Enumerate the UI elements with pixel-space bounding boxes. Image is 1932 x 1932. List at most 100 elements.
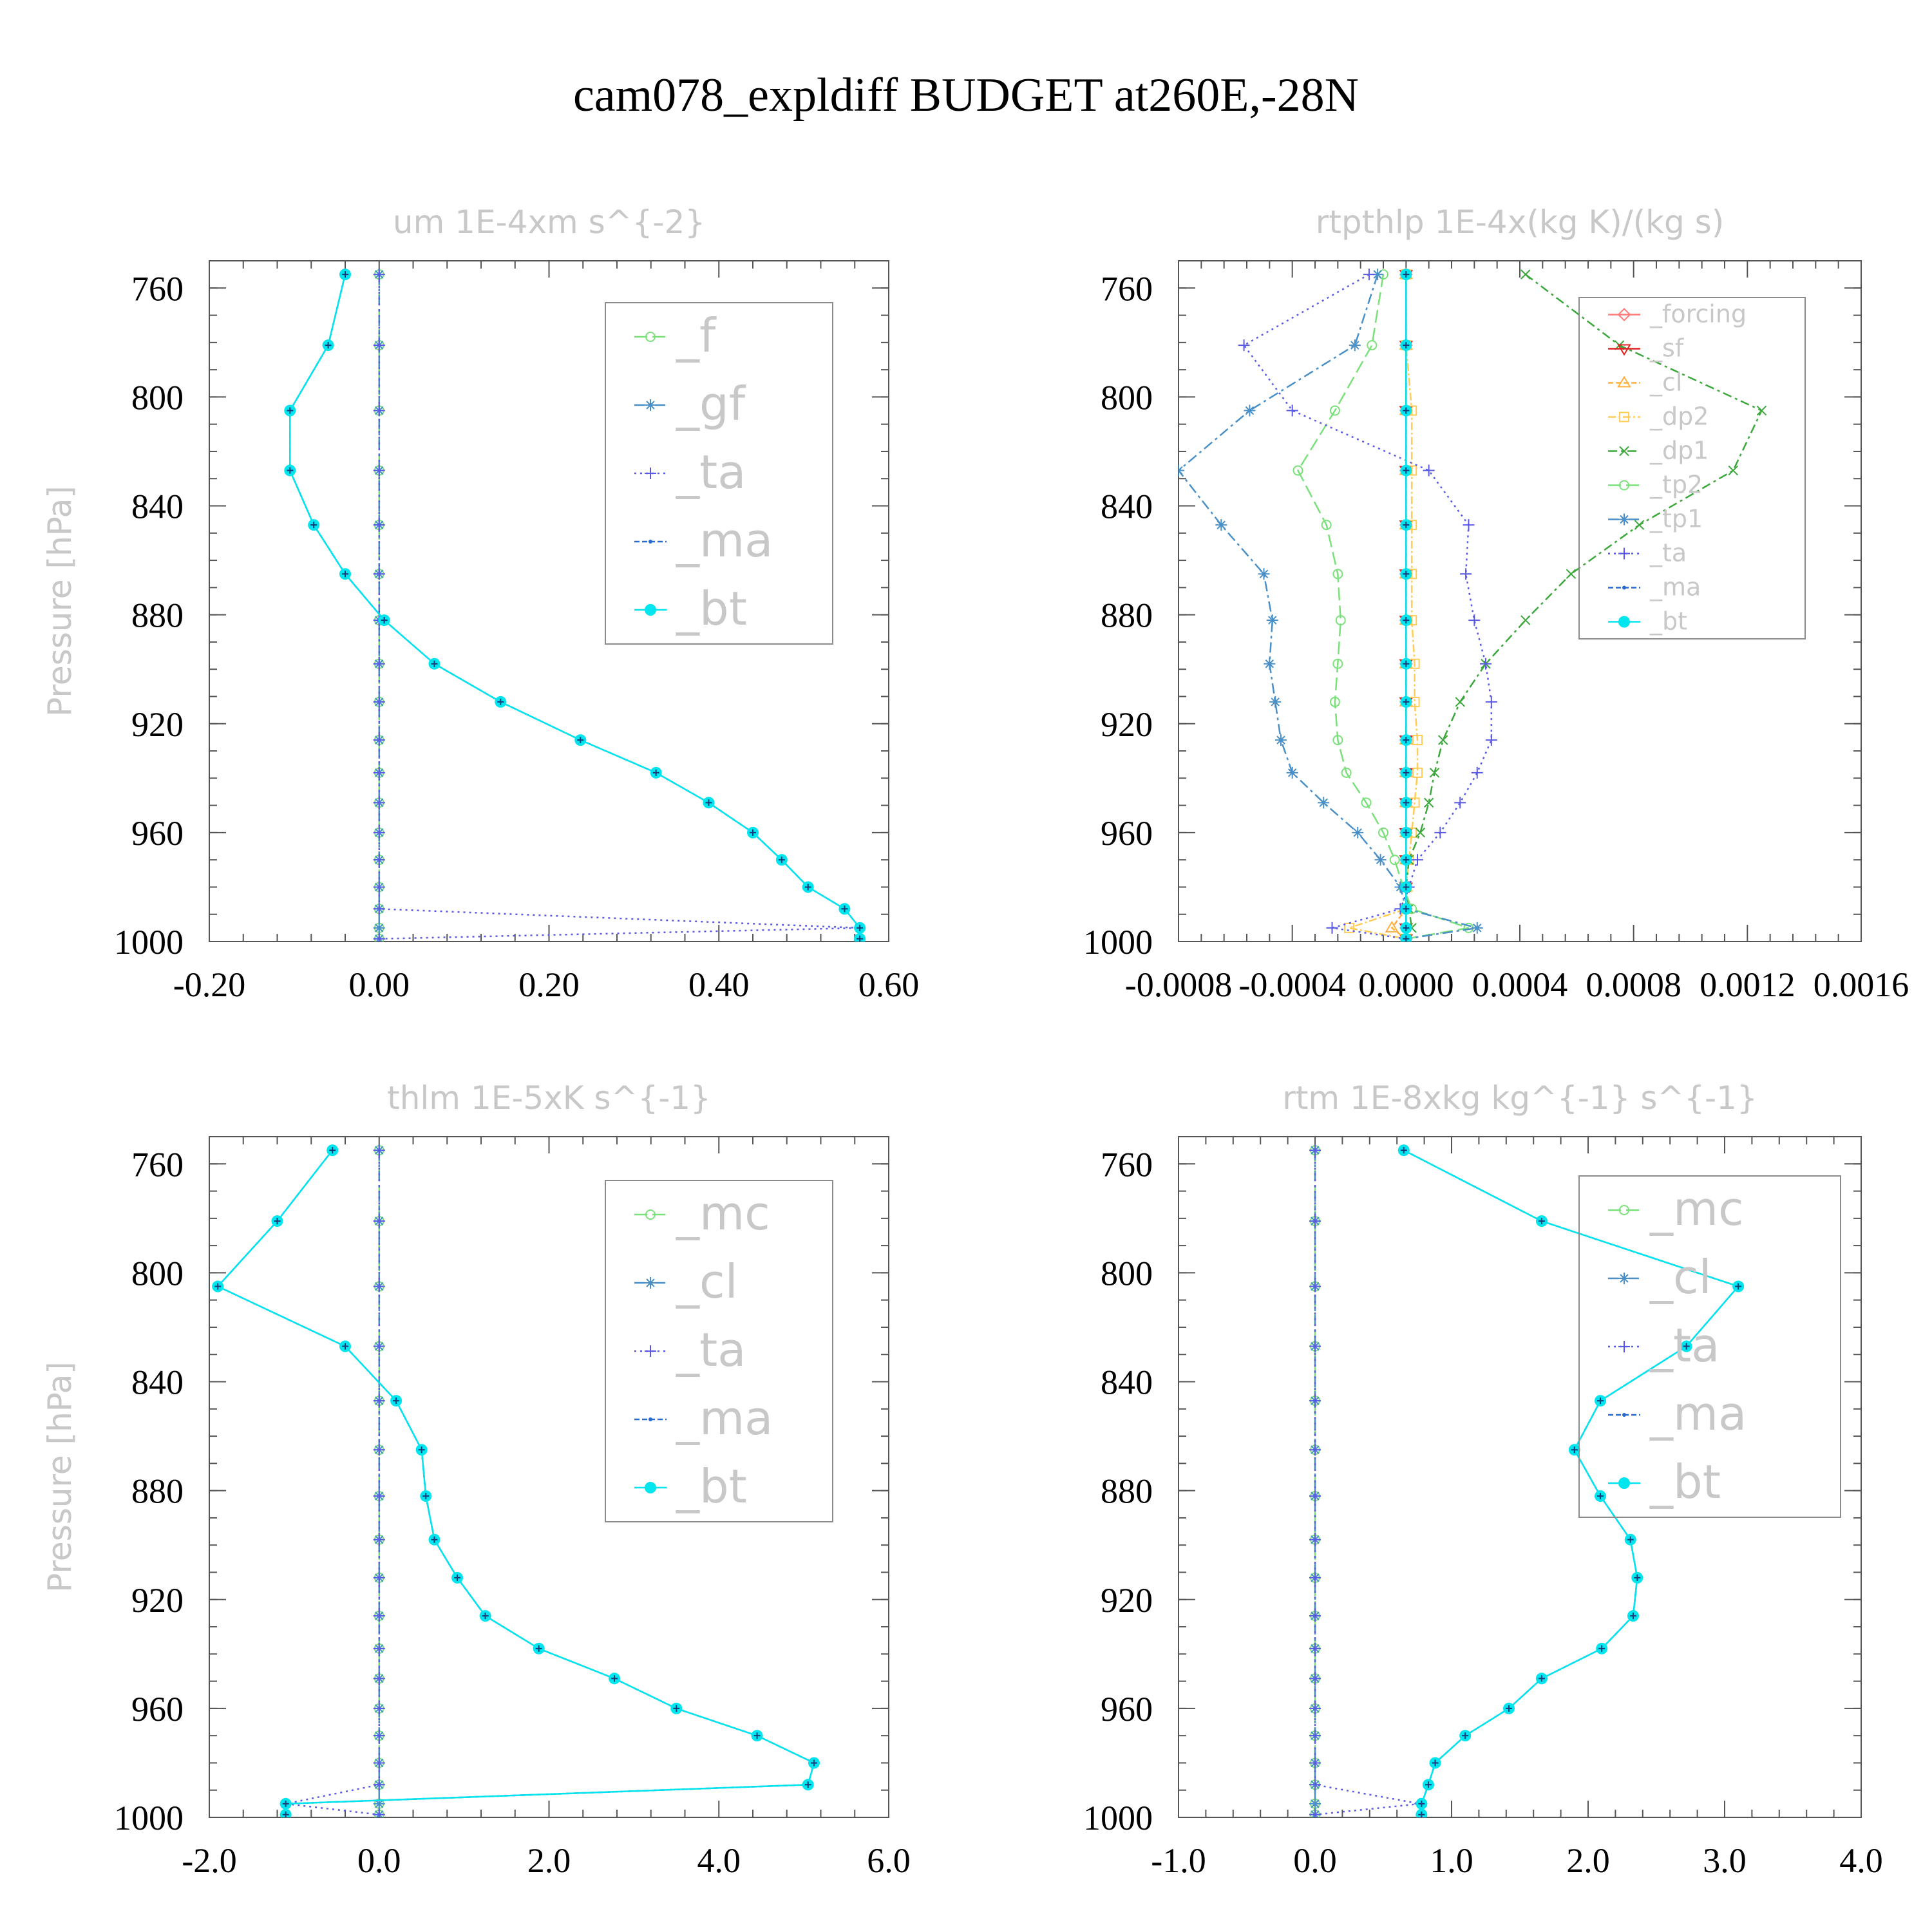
x-tick-label: 0.00 (349, 965, 410, 1004)
legend-label: _cl (676, 1255, 738, 1309)
series-point-ta (373, 903, 385, 915)
y-tick-label: 960 (1101, 814, 1153, 853)
series-point-overlay (778, 857, 785, 864)
series-point-tp2 (1335, 615, 1346, 626)
series-point-overlay (1403, 884, 1410, 891)
series-point-overlay (1403, 698, 1410, 705)
series-point-gf (373, 922, 385, 934)
series-point-overlay (1627, 1536, 1634, 1543)
legend-label: _forcing (1649, 300, 1747, 328)
series-point-overlay (857, 935, 864, 942)
y-axis-label: Pressure [hPa] (41, 1361, 79, 1593)
y-tick-label: 760 (1101, 269, 1153, 308)
panel-4: rtm 1E-8xkg kg^{-1} s^{-1} Pressure [hPa]… (41, 1079, 1883, 1880)
series-point-ta (373, 826, 385, 838)
series-point-overlay (325, 342, 332, 349)
panel-1: um 1E-4xm s^{-2} Pressure [hPa] 760 800 840 8… (41, 204, 919, 1004)
series-point-ta (373, 881, 385, 893)
series-point-ta (1434, 826, 1446, 838)
plot-frame (209, 1136, 889, 1818)
legend-label: _bt (676, 1459, 747, 1513)
x-tick-label: 4.0 (1839, 1841, 1883, 1880)
series-point-overlay (1597, 1397, 1604, 1405)
series-point-ta (373, 568, 385, 580)
legend-marker-tp1 (1618, 513, 1630, 526)
series-point-tp1 (1264, 658, 1276, 670)
legend-label: _ta (1649, 539, 1687, 567)
series-point-dp1 (1756, 405, 1767, 416)
series-point-overlay (1683, 1343, 1690, 1350)
series-point-tp2 (1389, 855, 1400, 866)
panel-title: rtpthlp 1E-4x(kg K)/(kg s) (1316, 204, 1724, 241)
series-point-dp2 (1412, 767, 1423, 778)
series-line-ta (1242, 274, 1493, 940)
y-tick-label: 920 (1101, 705, 1153, 744)
series-line-dp2 (1346, 274, 1419, 940)
y-tick-label: 920 (131, 705, 184, 744)
legend-marker-f (645, 332, 656, 342)
x-tick-label: 3.0 (1703, 1841, 1747, 1880)
series-point-overlay (1403, 342, 1410, 349)
y-tick-label: 840 (131, 488, 184, 526)
chart-panels: um 1E-4xm s^{-2} Pressure [hPa] 760 800 840 8… (41, 204, 1909, 1880)
x-tick-label: -0.0008 (1125, 965, 1232, 1004)
series-point-tp2 (1332, 569, 1343, 580)
series-point-overlay (393, 1397, 400, 1405)
series-point-ta (373, 933, 385, 942)
y-tick-label: 960 (131, 814, 184, 853)
series-point-overlay (1425, 1781, 1432, 1788)
series-point-overlay (1629, 1613, 1636, 1620)
legend-marker-tp2 (1619, 480, 1629, 491)
series-point-tp1 (1269, 696, 1282, 708)
legend-marker-ma (649, 540, 652, 544)
series-point-tp1 (1275, 734, 1287, 746)
y-axis-label: Pressure [hPa] (41, 486, 79, 717)
series-point-ta (1309, 1533, 1321, 1546)
series-point-tp2 (1329, 696, 1340, 707)
series-point-ta (1412, 854, 1423, 866)
y-tick-label: 1000 (1083, 923, 1153, 961)
y-tick-label: 760 (131, 269, 184, 308)
series-point-ta (373, 1280, 385, 1293)
series-point-ta (373, 339, 385, 352)
y-tick-label: 800 (131, 1254, 184, 1293)
series-point-ta (1309, 1730, 1321, 1742)
series-point-tp2 (1332, 658, 1343, 669)
legend-box (605, 1180, 833, 1522)
series-point-overlay (342, 271, 348, 278)
series-point-ta (373, 1215, 385, 1227)
legend-marker-mc (1619, 1205, 1629, 1215)
x-tick-label: -0.20 (173, 965, 245, 1004)
series-point-tp1 (1318, 797, 1330, 809)
legend-marker-ta (1618, 547, 1630, 560)
y-tick-label: 880 (1101, 1472, 1153, 1511)
legend-marker-ma (1622, 585, 1626, 590)
legend-marker-cl2 (1617, 375, 1631, 388)
series-point-overlay (1403, 737, 1410, 744)
series-point-ta (373, 1808, 385, 1817)
legend-label: _dp1 (1649, 437, 1709, 465)
series-point-overlay (1400, 1147, 1407, 1154)
series-point-ta (1309, 1571, 1321, 1584)
series-point-tp2 (1321, 520, 1332, 531)
series-point-overlay (282, 1811, 289, 1817)
series-point-ta (373, 797, 385, 809)
series-point-ta (1309, 1672, 1321, 1685)
series-line-ta (1314, 1150, 1421, 1816)
series-point-overlay (1598, 1645, 1605, 1652)
y-tick-label: 880 (131, 1472, 184, 1511)
series-point-dp1 (1423, 797, 1434, 808)
series-point-tp1 (1286, 766, 1298, 779)
legend-box (1578, 1175, 1841, 1518)
series-point-tp2 (1293, 465, 1303, 476)
legend-label: _bt (1649, 1455, 1721, 1509)
series-point-cl (373, 1797, 385, 1810)
series-point-overlay (381, 617, 388, 624)
series-point-ta (1309, 1340, 1321, 1352)
legend-label: _ta (1649, 1318, 1719, 1372)
series-point-overlay (673, 1705, 680, 1712)
y-tick-label: 960 (131, 1690, 184, 1728)
series-line-bt (289, 274, 861, 939)
series-point-overlay (611, 1675, 618, 1682)
